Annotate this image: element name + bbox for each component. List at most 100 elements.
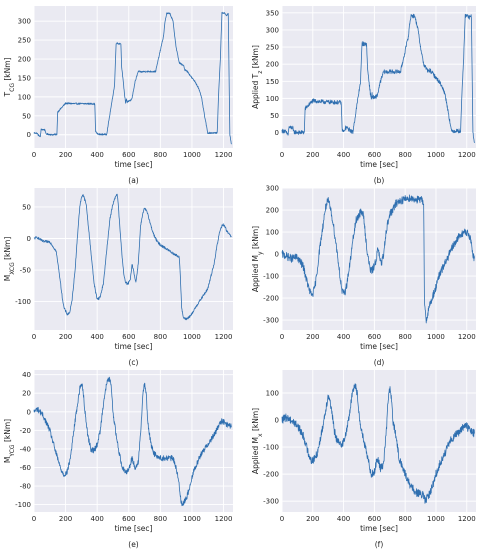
chart-panel-f: 0 200 400 600 800 1000 1200 -300 -200 -100 0 100 tim… xyxy=(251,370,476,549)
x-tick-label: 1200 xyxy=(215,333,233,341)
x-tick-label: 1000 xyxy=(183,333,201,341)
x-tick-label: 0 xyxy=(280,333,284,341)
y-tick-label: -100 xyxy=(263,444,279,452)
series-line xyxy=(281,194,475,324)
series-line xyxy=(33,376,232,507)
x-tick-label: 400 xyxy=(337,333,350,341)
x-tick-label: 600 xyxy=(122,333,135,341)
x-tick-label: 1200 xyxy=(215,151,233,159)
y-tick-label: 200 xyxy=(266,61,279,69)
plot-background xyxy=(282,370,476,512)
y-axis-label: Applied Mx [kNm] xyxy=(251,408,264,474)
plot-background xyxy=(34,188,233,330)
y-tick-label: -200 xyxy=(263,295,279,303)
series-line xyxy=(281,13,475,143)
x-tick-label: 400 xyxy=(90,333,103,341)
x-tick-label: 800 xyxy=(154,151,167,159)
x-tick-label: 1200 xyxy=(458,515,476,523)
y-tick-label: -20 xyxy=(20,427,31,435)
plot-background xyxy=(282,188,476,330)
y-tick-label: 150 xyxy=(266,78,279,86)
x-tick-label: 1000 xyxy=(183,515,201,523)
x-tick-label: 800 xyxy=(154,515,167,523)
x-tick-label: 400 xyxy=(90,151,103,159)
x-tick-label: 600 xyxy=(368,151,381,159)
y-tick-label: 350 xyxy=(266,9,279,17)
y-tick-label: -300 xyxy=(263,498,279,506)
y-tick-label: 0 xyxy=(27,235,31,243)
y-tick-label: 100 xyxy=(266,229,279,237)
y-tick-label: 50 xyxy=(22,203,31,211)
x-tick-label: 400 xyxy=(337,515,350,523)
x-tick-label: 600 xyxy=(122,515,135,523)
x-tick-label: 0 xyxy=(32,333,36,341)
x-tick-label: 600 xyxy=(368,333,381,341)
x-axis-label: time [sec] xyxy=(360,160,398,169)
y-tick-label: 300 xyxy=(266,26,279,34)
x-tick-label: 1200 xyxy=(458,151,476,159)
panel-caption: (c) xyxy=(129,358,139,367)
x-tick-label: 400 xyxy=(337,151,350,159)
y-tick-label: 50 xyxy=(22,112,31,120)
y-tick-label: -80 xyxy=(20,483,31,491)
panel-caption: (e) xyxy=(128,540,139,549)
y-tick-label: -300 xyxy=(263,317,279,325)
y-tick-label: -40 xyxy=(20,445,31,453)
y-tick-label: 100 xyxy=(18,93,31,101)
y-tick-label: 0 xyxy=(275,417,279,425)
chart-panel-d: 0 200 400 600 800 1000 1200 -300 -200 -100 0 100 200… xyxy=(251,185,476,367)
x-axis-label: time [sec] xyxy=(115,342,153,351)
y-tick-label: 40 xyxy=(22,371,31,379)
y-tick-label: -200 xyxy=(263,471,279,479)
x-tick-label: 0 xyxy=(280,515,284,523)
x-tick-label: 1000 xyxy=(427,333,445,341)
series-line xyxy=(281,383,475,504)
x-tick-label: 1200 xyxy=(215,515,233,523)
y-axis-label: MXCG [kNm] xyxy=(3,237,16,282)
x-tick-label: 800 xyxy=(398,515,411,523)
y-tick-label: 250 xyxy=(266,44,279,52)
y-tick-label: -50 xyxy=(20,267,31,275)
panel-caption: (a) xyxy=(128,176,139,185)
plot-background xyxy=(34,6,233,148)
plot-background xyxy=(282,6,476,148)
y-tick-label: 150 xyxy=(18,74,31,82)
y-axis-label: MYCG [kNm] xyxy=(3,419,16,463)
x-tick-label: 1000 xyxy=(427,151,445,159)
chart-panels: 0 200 400 600 800 1000 1200050100150200250300t… xyxy=(3,6,476,549)
x-tick-label: 200 xyxy=(59,333,72,341)
y-axis-label: TCG [kNm] xyxy=(3,57,16,97)
x-tick-label: 200 xyxy=(59,151,72,159)
x-axis-label: time [sec] xyxy=(360,342,398,351)
x-tick-label: 1000 xyxy=(427,515,445,523)
y-tick-label: 300 xyxy=(266,185,279,193)
x-tick-label: 200 xyxy=(59,515,72,523)
y-axis-label: Applied My [kNm] xyxy=(251,226,264,292)
panel-caption: (f) xyxy=(375,540,384,549)
y-tick-label: -100 xyxy=(263,273,279,281)
y-tick-label: 100 xyxy=(266,389,279,397)
x-tick-label: 1000 xyxy=(183,151,201,159)
x-tick-label: 0 xyxy=(280,151,284,159)
y-tick-label: -100 xyxy=(15,501,31,509)
x-tick-label: 600 xyxy=(122,151,135,159)
x-tick-label: 200 xyxy=(306,515,319,523)
y-tick-label: 100 xyxy=(266,95,279,103)
panel-caption: (b) xyxy=(374,176,385,185)
x-tick-label: 800 xyxy=(154,333,167,341)
y-tick-label: 0 xyxy=(27,408,31,416)
plot-background xyxy=(34,370,233,512)
chart-panel-c: 0 200 400 600 800 1000 1200 -100 -50 0 50 time [sec… xyxy=(3,188,233,367)
panel-caption: (d) xyxy=(374,358,385,367)
y-tick-label: 250 xyxy=(18,37,31,45)
x-tick-label: 200 xyxy=(306,333,319,341)
y-tick-label: 0 xyxy=(27,131,31,139)
y-tick-label: 50 xyxy=(270,112,279,120)
x-tick-label: 200 xyxy=(306,151,319,159)
x-axis-label: time [sec] xyxy=(115,160,153,169)
x-tick-label: 800 xyxy=(398,151,411,159)
y-tick-label: 300 xyxy=(18,18,31,26)
chart-panel-a: 0 200 400 600 800 1000 1200 0 50 100 150 200 250 300 t… xyxy=(3,6,233,185)
y-tick-label: 0 xyxy=(275,251,279,259)
